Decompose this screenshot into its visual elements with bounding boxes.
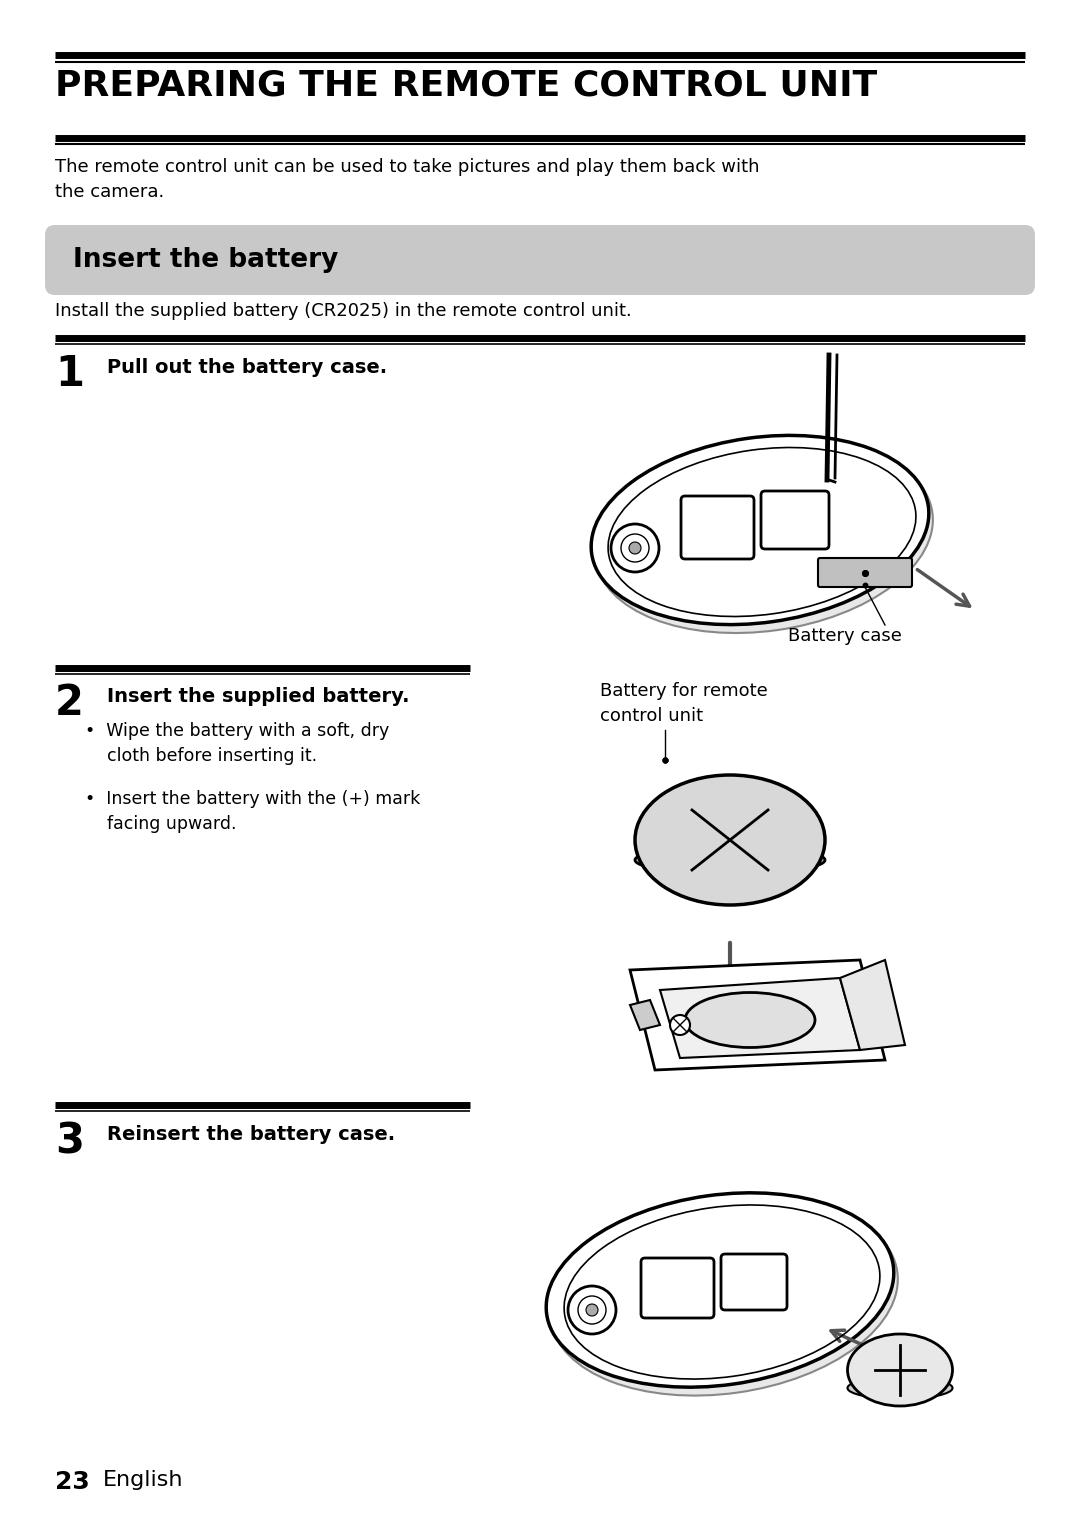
Ellipse shape [685,992,815,1047]
Ellipse shape [635,775,825,905]
Text: The remote control unit can be used to take pictures and play them back with
the: The remote control unit can be used to t… [55,159,759,201]
Text: 3: 3 [55,1120,84,1161]
Text: 1: 1 [55,353,84,395]
Text: Insert the supplied battery.: Insert the supplied battery. [107,687,409,707]
Polygon shape [660,978,860,1058]
Text: Pull out the battery case.: Pull out the battery case. [107,359,387,377]
Circle shape [629,542,642,554]
Ellipse shape [546,1193,894,1387]
Text: •  Wipe the battery with a soft, dry
    cloth before inserting it.: • Wipe the battery with a soft, dry clot… [85,722,389,765]
Text: •  Insert the battery with the (+) mark
    facing upward.: • Insert the battery with the (+) mark f… [85,790,420,833]
FancyBboxPatch shape [761,491,829,549]
Circle shape [578,1296,606,1325]
Circle shape [568,1286,616,1334]
Polygon shape [840,960,905,1050]
Ellipse shape [591,435,929,624]
Text: Battery for remote
control unit: Battery for remote control unit [600,682,768,725]
Polygon shape [630,960,885,1070]
FancyBboxPatch shape [642,1257,714,1318]
Text: 2: 2 [55,682,84,723]
FancyBboxPatch shape [45,224,1035,295]
Text: PREPARING THE REMOTE CONTROL UNIT: PREPARING THE REMOTE CONTROL UNIT [55,69,877,102]
Ellipse shape [550,1196,897,1396]
Text: Insert the battery: Insert the battery [73,247,338,273]
Text: Install the supplied battery (CR2025) in the remote control unit.: Install the supplied battery (CR2025) in… [55,302,632,320]
Text: Battery case: Battery case [788,627,902,645]
Text: 23: 23 [55,1470,90,1494]
Circle shape [586,1305,598,1315]
Circle shape [611,523,659,572]
Ellipse shape [848,1376,953,1399]
FancyBboxPatch shape [721,1254,787,1309]
Ellipse shape [848,1334,953,1405]
Polygon shape [630,1000,660,1030]
Ellipse shape [635,845,825,874]
FancyBboxPatch shape [681,496,754,559]
Text: English: English [103,1470,184,1489]
Text: Reinsert the battery case.: Reinsert the battery case. [107,1125,395,1144]
Ellipse shape [595,439,933,633]
FancyBboxPatch shape [818,559,912,588]
Circle shape [670,1015,690,1035]
Circle shape [621,534,649,562]
